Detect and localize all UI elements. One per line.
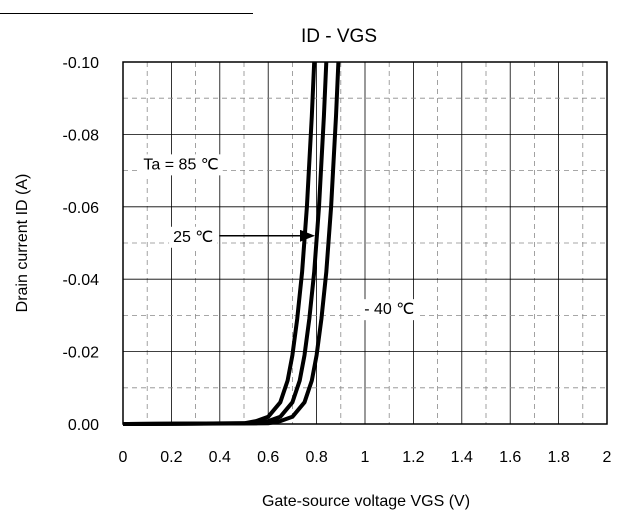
chart-title: ID - VGS xyxy=(301,26,377,47)
grid xyxy=(123,62,607,424)
y-tick-label: -0.02 xyxy=(63,345,100,362)
y-tick-label: -0.08 xyxy=(63,127,100,144)
label-25c: 25 ℃ xyxy=(173,229,213,246)
label-85c-bg xyxy=(139,154,223,176)
y-tick-label: -0.06 xyxy=(63,200,100,217)
top-left-rule xyxy=(0,13,253,14)
annotations: Ta = 85 ℃ 25 ℃ - 40 ℃ xyxy=(139,154,419,321)
x-tick-label: 0.2 xyxy=(160,449,182,466)
label-minus40c-bg xyxy=(360,299,419,321)
label-minus40c: - 40 ℃ xyxy=(364,301,414,318)
x-tick-label: 0.4 xyxy=(209,449,231,466)
x-tick-label: 2 xyxy=(603,449,612,466)
y-axis-title: Drain current ID (A) xyxy=(14,174,31,313)
x-tick-label: 0.6 xyxy=(257,449,279,466)
x-tick-label: 1.2 xyxy=(402,449,424,466)
y-tick-labels: 0.00 -0.02 -0.04 -0.06 -0.08 -0.10 xyxy=(63,55,100,434)
label-85c: Ta = 85 ℃ xyxy=(143,156,218,173)
series-line-3 xyxy=(122,61,341,426)
label-25c-bg xyxy=(169,226,218,248)
x-tick-label: 1.8 xyxy=(547,449,569,466)
plot-frame xyxy=(122,61,608,425)
x-tick-label: 1.4 xyxy=(451,449,473,466)
x-tick-label: 0.8 xyxy=(305,449,327,466)
x-axis-title: Gate-source voltage VGS (V) xyxy=(262,493,470,510)
y-tick-label: 0.00 xyxy=(68,417,99,434)
x-tick-labels: 0 0.2 0.4 0.6 0.8 1 1.2 1.4 1.6 1.8 2 xyxy=(119,449,612,466)
y-tick-label: -0.10 xyxy=(63,55,100,72)
series-group xyxy=(122,61,341,426)
x-tick-label: 1 xyxy=(361,449,370,466)
x-tick-label: 0 xyxy=(119,449,128,466)
x-tick-label: 1.6 xyxy=(499,449,521,466)
y-tick-label: -0.04 xyxy=(63,272,100,289)
